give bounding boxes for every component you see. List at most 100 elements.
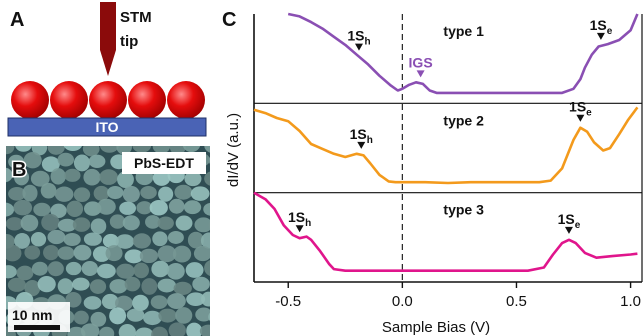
stm-blob bbox=[7, 277, 26, 292]
stm-tip bbox=[100, 2, 116, 76]
panel-b-title-box bbox=[122, 152, 206, 174]
series-line bbox=[287, 12, 639, 95]
stm-blob bbox=[175, 307, 193, 324]
y-axis-label: dI/dV (a.u.) bbox=[225, 113, 242, 187]
stm-blob bbox=[157, 245, 177, 263]
series-line bbox=[253, 106, 639, 185]
stm-blob bbox=[57, 278, 74, 295]
stm-blob bbox=[190, 186, 210, 201]
stm-blob bbox=[72, 217, 91, 232]
stm-blob bbox=[109, 214, 126, 229]
peak-label-subscript: e bbox=[607, 26, 613, 37]
series-name: type 1 bbox=[443, 23, 484, 39]
stm-blob bbox=[41, 213, 60, 231]
stm-blob bbox=[67, 326, 86, 336]
panel-b-title: PbS-EDT bbox=[134, 155, 194, 171]
nanocrystal-sphere bbox=[167, 81, 205, 119]
stm-blob bbox=[30, 170, 50, 187]
stm-blob bbox=[133, 262, 149, 279]
stm-blob bbox=[182, 146, 201, 153]
stm-blob bbox=[64, 168, 81, 182]
stm-blob bbox=[71, 277, 90, 291]
stm-blob bbox=[192, 276, 210, 292]
stm-blob bbox=[99, 169, 118, 185]
stm-blob bbox=[97, 198, 116, 215]
panel-a: A STM tip ITO bbox=[0, 0, 215, 145]
x-tick-label: 0.5 bbox=[506, 293, 527, 310]
stm-blob bbox=[101, 293, 119, 310]
stm-blob bbox=[81, 260, 98, 276]
stm-blob bbox=[63, 146, 82, 151]
stm-blob bbox=[47, 229, 66, 245]
stm-blob bbox=[73, 310, 89, 325]
stm-blob bbox=[152, 231, 168, 247]
peak-label-subscript: e bbox=[575, 220, 581, 231]
stm-blob bbox=[183, 200, 202, 215]
panel-b: B PbS-EDT 10 nm bbox=[6, 146, 210, 336]
stm-blob bbox=[208, 312, 210, 322]
stm-blob bbox=[119, 201, 137, 215]
panel-c-label: C bbox=[222, 9, 236, 31]
peak-label: IGS bbox=[409, 54, 433, 70]
peak-label-subscript: h bbox=[367, 135, 373, 146]
stm-blob bbox=[50, 168, 66, 185]
ito-substrate bbox=[7, 117, 207, 137]
stm-blob bbox=[140, 185, 157, 200]
stm-tip-point bbox=[100, 50, 116, 76]
stm-blob bbox=[184, 171, 202, 187]
stm-blob bbox=[41, 156, 60, 172]
stm-blob bbox=[124, 276, 141, 292]
stm-blob bbox=[65, 261, 82, 276]
stm-blob bbox=[102, 233, 119, 249]
stm-blob bbox=[83, 296, 102, 310]
stm-blob bbox=[109, 307, 127, 325]
scalebar bbox=[14, 325, 60, 330]
stm-blob bbox=[57, 218, 77, 232]
stm-blob bbox=[24, 279, 41, 297]
stm-blob bbox=[151, 326, 168, 336]
stm-blob bbox=[174, 184, 193, 200]
stm-blob bbox=[208, 157, 210, 165]
stm-blob bbox=[122, 215, 140, 231]
stm-blob bbox=[83, 201, 102, 216]
stm-blob bbox=[124, 249, 144, 264]
stm-blob bbox=[167, 230, 184, 244]
stm-blob bbox=[80, 323, 100, 336]
stm-blob bbox=[187, 231, 204, 249]
stm-blob bbox=[132, 233, 152, 249]
stm-blob bbox=[6, 146, 15, 155]
stm-blob bbox=[47, 146, 65, 155]
stm-blob bbox=[157, 216, 174, 230]
stm-blob bbox=[186, 322, 203, 336]
panel-b-label: B bbox=[12, 159, 26, 181]
x-ticks: -0.5 0.0 0.5 1.0 bbox=[275, 282, 641, 310]
stm-blob bbox=[14, 232, 31, 249]
peak-marker bbox=[357, 141, 366, 149]
x-tick-label: 0.0 bbox=[392, 293, 413, 310]
peak-marker bbox=[295, 225, 304, 233]
peak-marker bbox=[416, 70, 425, 78]
peak-marker bbox=[354, 43, 363, 51]
stm-blob bbox=[6, 244, 22, 262]
stm-image: B PbS-EDT 10 nm bbox=[6, 146, 210, 336]
stm-blob bbox=[116, 263, 135, 279]
stm-blob bbox=[193, 245, 210, 262]
stm-blob bbox=[92, 246, 111, 262]
stm-blob bbox=[15, 146, 32, 152]
stm-blob bbox=[16, 265, 34, 281]
panel-c: C dI/dV (a.u.) Sample Bias (V) type 1 1Sh… bbox=[214, 0, 644, 336]
peak-label-subscript: h bbox=[305, 218, 311, 229]
stm-blob bbox=[132, 294, 149, 312]
stm-blob bbox=[22, 184, 38, 202]
stm-blob bbox=[141, 278, 158, 295]
series-line bbox=[253, 191, 638, 273]
stm-blob bbox=[82, 146, 100, 157]
stm-tip-shaft bbox=[100, 2, 116, 50]
stm-blob bbox=[107, 185, 124, 200]
peak-label-subscript: h bbox=[364, 37, 370, 48]
stm-blob bbox=[145, 215, 161, 229]
nanocrystal-sphere bbox=[11, 81, 49, 119]
stm-blob bbox=[6, 202, 15, 217]
stm-blob bbox=[14, 169, 30, 186]
stm-blob bbox=[8, 154, 25, 169]
